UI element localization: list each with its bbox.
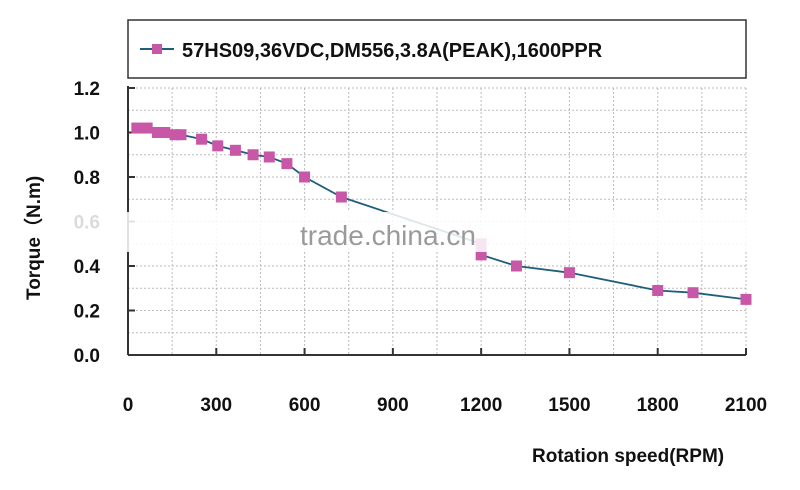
x-tick-label: 1200: [460, 395, 502, 416]
data-point: [563, 267, 575, 279]
y-tick-label: 0.0: [74, 346, 100, 367]
data-point: [141, 122, 153, 134]
data-point: [131, 122, 143, 134]
watermark: trade.china.cn: [300, 220, 476, 251]
data-point: [299, 171, 311, 183]
y-tick-label: 0.4: [74, 257, 101, 278]
data-point: [263, 151, 275, 163]
data-point: [169, 129, 181, 141]
x-tick-label: 1500: [548, 395, 590, 416]
y-tick-label: 0.2: [74, 302, 100, 323]
legend-marker-swatch: [152, 44, 162, 54]
watermark-band: [0, 212, 800, 252]
data-point: [510, 260, 522, 272]
y-tick-label: 1.2: [74, 79, 100, 100]
x-tick-label: 600: [289, 395, 321, 416]
data-point: [740, 293, 752, 305]
data-point: [151, 127, 163, 138]
legend: 57HS09,36VDC,DM556,3.8A(PEAK),1600PPR: [127, 19, 747, 79]
data-point: [687, 287, 699, 299]
data-point: [196, 133, 208, 145]
x-tick-label: 300: [200, 395, 232, 416]
data-point: [335, 191, 347, 203]
data-point: [175, 129, 187, 141]
x-tick-label: 900: [377, 395, 409, 416]
x-tick-label: 2100: [725, 395, 767, 416]
legend-box: [127, 19, 747, 79]
legend-label: 57HS09,36VDC,DM556,3.8A(PEAK),1600PPR: [182, 40, 603, 62]
x-tick-label: 1800: [637, 395, 679, 416]
x-tick-label: 0: [123, 395, 134, 416]
y-tick-label: 0.8: [74, 168, 100, 189]
data-point: [247, 149, 259, 161]
data-point: [475, 249, 487, 261]
y-tick-label: 1.0: [74, 124, 100, 145]
x-axis-label: Rotation speed(RPM): [532, 446, 724, 467]
y-axis-label: Torque（N.m): [22, 176, 45, 300]
data-point: [212, 140, 224, 152]
data-point: [652, 284, 664, 296]
data-point: [281, 158, 293, 170]
data-point: [229, 144, 241, 156]
data-point: [159, 127, 171, 138]
